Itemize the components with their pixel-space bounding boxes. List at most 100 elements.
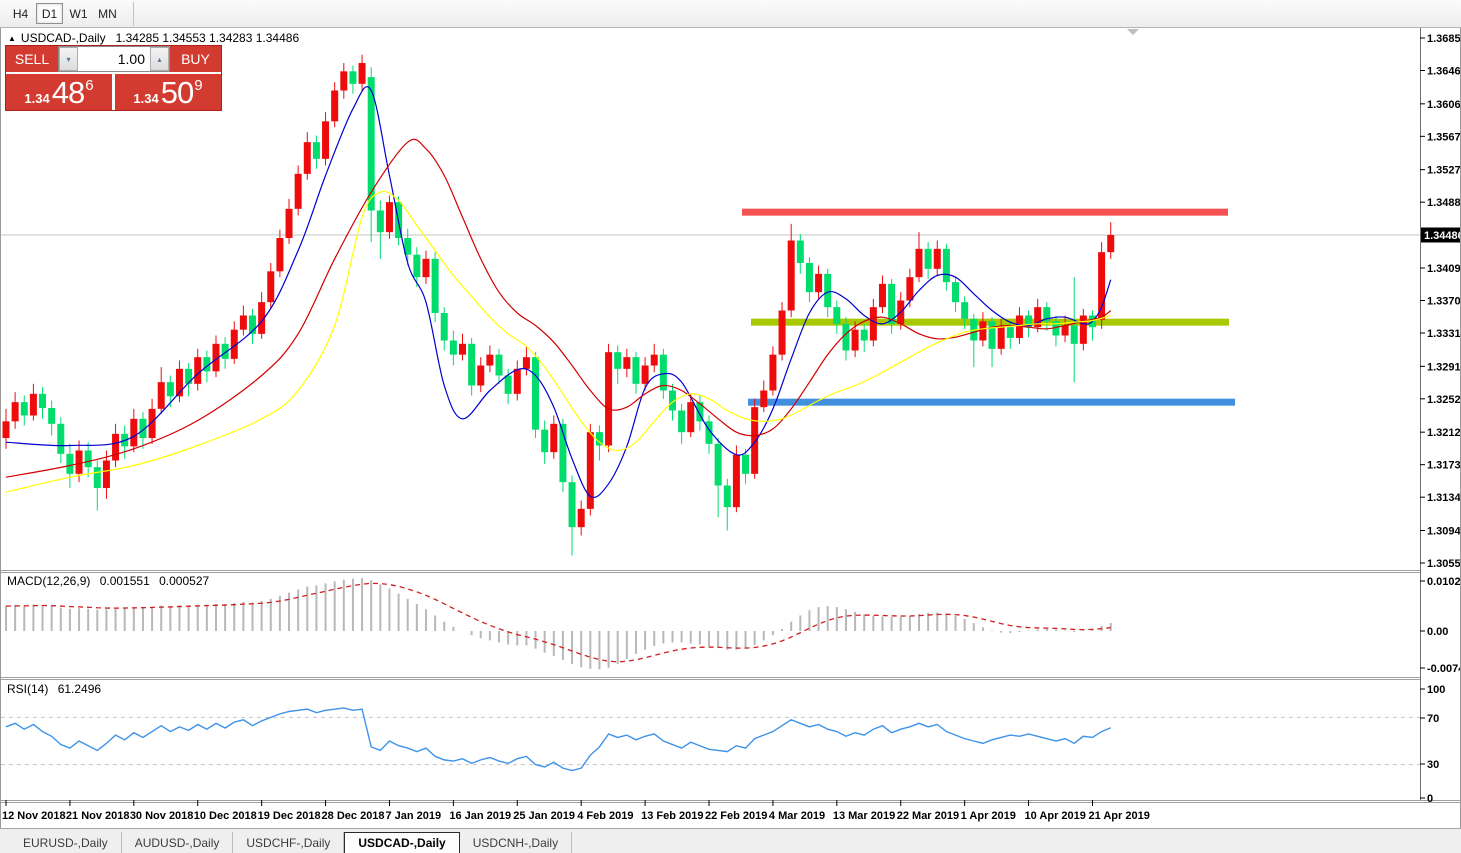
tab-usdcnh[interactable]: USDCNH-,Daily bbox=[460, 832, 573, 853]
buy-price-tile[interactable]: 1.34 50 9 bbox=[115, 74, 221, 110]
macd-indicator-label: MACD(12,26,9) 0.001551 0.000527 bbox=[7, 574, 215, 588]
candle bbox=[1006, 327, 1014, 338]
candle bbox=[586, 432, 594, 509]
volume-increase-button[interactable]: ▴ bbox=[150, 47, 169, 71]
candle bbox=[687, 402, 695, 433]
date-axis-label: 22 Feb 2019 bbox=[705, 810, 767, 822]
candle bbox=[1025, 315, 1033, 328]
candle bbox=[477, 365, 485, 386]
candle bbox=[230, 329, 238, 359]
rsi-value: 61.2496 bbox=[57, 682, 102, 696]
date-axis-label: 10 Apr 2019 bbox=[1025, 810, 1086, 822]
candle bbox=[367, 77, 375, 211]
date-axis-label: 10 Dec 2018 bbox=[194, 810, 257, 822]
rsi-axis-label: 0 bbox=[1427, 793, 1433, 805]
candle bbox=[778, 310, 786, 355]
volume-decrease-button[interactable]: ▾ bbox=[59, 47, 78, 71]
candle bbox=[376, 210, 384, 233]
candle bbox=[906, 277, 914, 301]
candle bbox=[1079, 315, 1087, 344]
macd-main-value: 0.001551 bbox=[99, 574, 150, 588]
candle bbox=[924, 248, 932, 269]
candle bbox=[632, 357, 640, 384]
candle bbox=[769, 354, 777, 391]
chart-shift-marker-icon[interactable] bbox=[1127, 29, 1139, 35]
candle bbox=[249, 315, 257, 334]
candle bbox=[851, 329, 859, 351]
price-axis-label: 1.36460 bbox=[1427, 66, 1461, 78]
candle bbox=[888, 283, 896, 324]
price-axis-label: 1.32520 bbox=[1427, 394, 1461, 406]
tab-usdcad[interactable]: USDCAD-,Daily bbox=[344, 832, 460, 853]
price-axis-label: 1.30940 bbox=[1427, 526, 1461, 538]
timeframe-button-w1[interactable]: W1 bbox=[69, 7, 88, 21]
price-axis-label: 1.36060 bbox=[1427, 99, 1461, 111]
ma-slow-line bbox=[5, 190, 1111, 493]
buy-button[interactable]: BUY bbox=[181, 51, 210, 67]
candle bbox=[504, 375, 512, 394]
candle bbox=[66, 453, 74, 474]
candle bbox=[112, 433, 120, 461]
candle bbox=[331, 90, 339, 122]
price-axis-label: 1.33310 bbox=[1427, 328, 1461, 340]
candle bbox=[29, 393, 37, 416]
candle bbox=[860, 329, 868, 341]
candle bbox=[623, 357, 631, 369]
candle bbox=[842, 323, 850, 351]
sell-button[interactable]: SELL bbox=[14, 51, 50, 67]
candle bbox=[294, 173, 302, 209]
candle bbox=[522, 357, 530, 369]
date-axis-label: 12 Nov 2018 bbox=[2, 810, 66, 822]
rsi-name: RSI(14) bbox=[7, 682, 49, 696]
macd-name: MACD(12,26,9) bbox=[7, 574, 91, 588]
date-axis-label: 21 Nov 2018 bbox=[66, 810, 130, 822]
timeframe-button-mn[interactable]: MN bbox=[98, 7, 117, 21]
candle bbox=[75, 450, 83, 474]
date-axis-label: 22 Mar 2019 bbox=[897, 810, 959, 822]
rsi-line bbox=[5, 707, 1112, 772]
candle bbox=[942, 248, 950, 283]
candle bbox=[833, 307, 841, 324]
sell-price: 48 bbox=[51, 75, 85, 110]
current-price-badge-text: 1.34486 bbox=[1424, 230, 1461, 242]
rsi-axis-label: 30 bbox=[1427, 759, 1439, 771]
candle bbox=[312, 142, 320, 159]
volume-spinner: ▾ 1.00 ▴ bbox=[58, 46, 170, 72]
tab-eurusd[interactable]: EURUSD-,Daily bbox=[10, 832, 122, 853]
candle bbox=[276, 238, 284, 272]
candle bbox=[824, 273, 832, 308]
candle bbox=[385, 202, 393, 233]
candle bbox=[988, 321, 996, 349]
candle bbox=[212, 343, 220, 372]
collapse-triangle-icon[interactable]: ▲ bbox=[8, 33, 16, 43]
candle bbox=[93, 467, 101, 488]
volume-input[interactable]: 1.00 bbox=[117, 51, 145, 67]
candle bbox=[349, 71, 357, 84]
candle bbox=[11, 402, 19, 422]
candle bbox=[541, 429, 549, 453]
chart-symbol-label: USDCAD-,Daily bbox=[20, 31, 106, 45]
resistance-line[interactable] bbox=[742, 208, 1228, 216]
candle bbox=[404, 238, 412, 255]
timeframe-button-d1[interactable]: D1 bbox=[36, 3, 63, 24]
date-axis-label: 4 Feb 2019 bbox=[577, 810, 633, 822]
candle bbox=[239, 315, 247, 330]
candle bbox=[1034, 307, 1042, 328]
candle bbox=[869, 307, 877, 341]
support-line[interactable] bbox=[748, 398, 1235, 406]
buy-price-pip: 9 bbox=[194, 77, 203, 94]
price-axis-label: 1.32910 bbox=[1427, 361, 1461, 373]
price-axis-label: 1.33700 bbox=[1427, 296, 1461, 308]
candle bbox=[952, 282, 960, 303]
candle bbox=[57, 423, 65, 454]
timeframe-button-h4[interactable]: H4 bbox=[12, 7, 29, 21]
candle bbox=[440, 313, 448, 341]
tab-audusd[interactable]: AUDUSD-,Daily bbox=[122, 832, 234, 853]
date-axis-label: 7 Jan 2019 bbox=[385, 810, 441, 822]
toolbar-separator bbox=[133, 1, 134, 26]
sell-price-tile[interactable]: 1.34 48 6 bbox=[6, 74, 115, 110]
candle bbox=[577, 508, 585, 528]
tab-usdchf[interactable]: USDCHF-,Daily bbox=[233, 832, 345, 853]
ma-mid-line bbox=[5, 138, 1112, 478]
macd-axis-label: -0.007477 bbox=[1427, 663, 1461, 675]
